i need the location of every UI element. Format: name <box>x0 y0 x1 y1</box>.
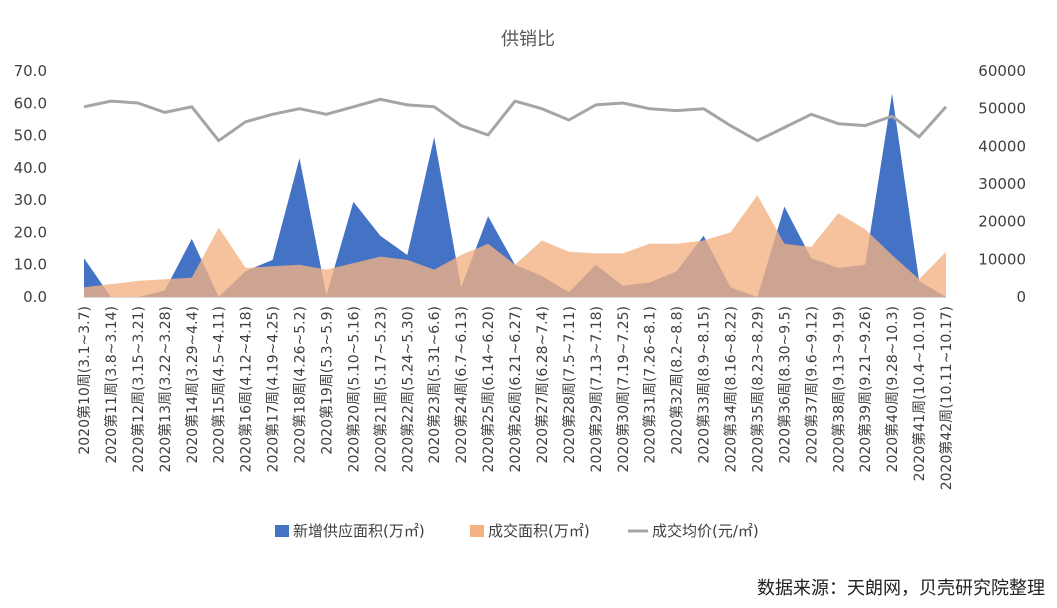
x-category-label: 2020第24周(6.7~6.13) <box>453 306 470 464</box>
x-category-label: 2020第32周(8.2~8.8) <box>669 306 686 455</box>
x-category-label: 2020第41周(10.4~10.10) <box>911 306 928 481</box>
area-series-1 <box>84 195 946 297</box>
x-category-label: 2020第18周(4.26~5.2) <box>292 306 309 464</box>
x-category-label: 2020第40周(9.28~10.3) <box>884 306 901 472</box>
y-left-tick-label: 60.0 <box>14 94 47 112</box>
x-category-label: 2020第34周(8.16~8.22) <box>723 306 740 472</box>
legend-swatch-0 <box>275 525 289 537</box>
legend: 新增供应面积(万㎡) 成交面积(万㎡) 成交均价(元/㎡) <box>275 522 759 540</box>
line-series-group <box>83 97 948 143</box>
y-right-tick-label: 40000 <box>978 137 1026 155</box>
x-category-label: 2020第19周(5.3~5.9) <box>318 306 335 455</box>
x-category-label: 2020第28周(7.5~7.11) <box>561 306 578 464</box>
legend-label-0: 新增供应面积(万㎡) <box>293 522 425 540</box>
y-right-tick-label: 20000 <box>978 213 1026 231</box>
x-category-label: 2020第16周(4.12~4.18) <box>238 306 255 472</box>
x-category-label: 2020第25周(6.14~6.20) <box>480 306 497 472</box>
x-category-label: 2020第29周(7.13~7.18) <box>588 306 605 472</box>
y-left-tick-label: 0.0 <box>23 288 47 306</box>
x-category-label: 2020第22周(5.24~5.30) <box>399 306 416 472</box>
legend-label-2: 成交均价(元/㎡) <box>652 522 759 540</box>
x-category-label: 2020第26周(6.21~6.27) <box>507 306 524 472</box>
y-left-tick-label: 30.0 <box>14 191 47 209</box>
x-category-label: 2020第38周(9.13~9.19) <box>830 306 847 472</box>
x-category-label: 2020第20周(5.10~5.16) <box>345 306 362 472</box>
x-category-label: 2020第31周(7.26~8.1) <box>642 306 659 464</box>
y-left-tick-label: 10.0 <box>14 256 47 274</box>
y-axis-left: 0.0 10.0 20.0 30.0 40.0 50.0 60.0 70.0 <box>14 62 47 306</box>
y-right-tick-label: 0 <box>1016 288 1026 306</box>
x-category-label: 2020第23周(5.31~6.6) <box>426 306 443 464</box>
y-right-tick-label: 60000 <box>978 62 1026 80</box>
x-category-label: 2020第21周(5.17~5.23) <box>372 306 389 472</box>
x-category-label: 2020第13周(3.22~3.28) <box>157 306 174 472</box>
x-category-label: 2020第42周(10.11~10.17) <box>938 306 955 490</box>
area-series-group <box>84 93 946 297</box>
x-category-label: 2020第35周(8.23~8.29) <box>749 306 766 472</box>
legend-swatch-1 <box>470 525 484 537</box>
y-right-tick-label: 10000 <box>978 250 1026 268</box>
x-category-label: 2020第27周(6.28~7.4) <box>534 306 551 464</box>
x-category-label: 2020第17周(4.19~4.25) <box>265 306 282 472</box>
data-source-note: 数据来源：天朗网，贝壳研究院整理 <box>757 578 1045 599</box>
x-category-label: 2020第12周(3.15~3.21) <box>130 306 147 472</box>
x-category-label: 2020第39周(9.21~9.26) <box>857 306 874 472</box>
y-right-tick-label: 30000 <box>978 175 1026 193</box>
area-series-0 <box>84 93 946 297</box>
y-left-tick-label: 50.0 <box>14 127 47 145</box>
chart-title: 供销比 <box>501 29 555 50</box>
y-axis-right: 0 10000 20000 30000 40000 50000 60000 <box>978 62 1026 306</box>
y-left-tick-label: 20.0 <box>14 223 47 241</box>
x-category-label: 2020第36周(8.30~9.5) <box>776 306 793 464</box>
x-category-label: 2020第15周(4.5~4.11) <box>211 306 228 464</box>
x-category-label: 2020第10周(3.1~3.7) <box>76 306 93 455</box>
x-category-label: 2020第11周(3.8~3.14) <box>103 306 120 464</box>
x-category-label: 2020第37周(9.6~9.12) <box>803 306 820 464</box>
y-left-tick-label: 40.0 <box>14 159 47 177</box>
x-category-label: 2020第33周(8.9~8.15) <box>696 306 713 464</box>
legend-label-1: 成交面积(万㎡) <box>488 522 590 540</box>
y-left-tick-label: 70.0 <box>14 62 47 80</box>
line-series-2 <box>83 97 948 143</box>
x-category-label: 2020第14周(3.29~4.4) <box>184 306 201 464</box>
x-axis: 2020第10周(3.1~3.7) 2020第11周(3.8~3.14) 2020第… <box>76 297 955 490</box>
y-right-tick-label: 50000 <box>978 100 1026 118</box>
x-category-label: 2020第30周(7.19~7.25) <box>615 306 632 472</box>
